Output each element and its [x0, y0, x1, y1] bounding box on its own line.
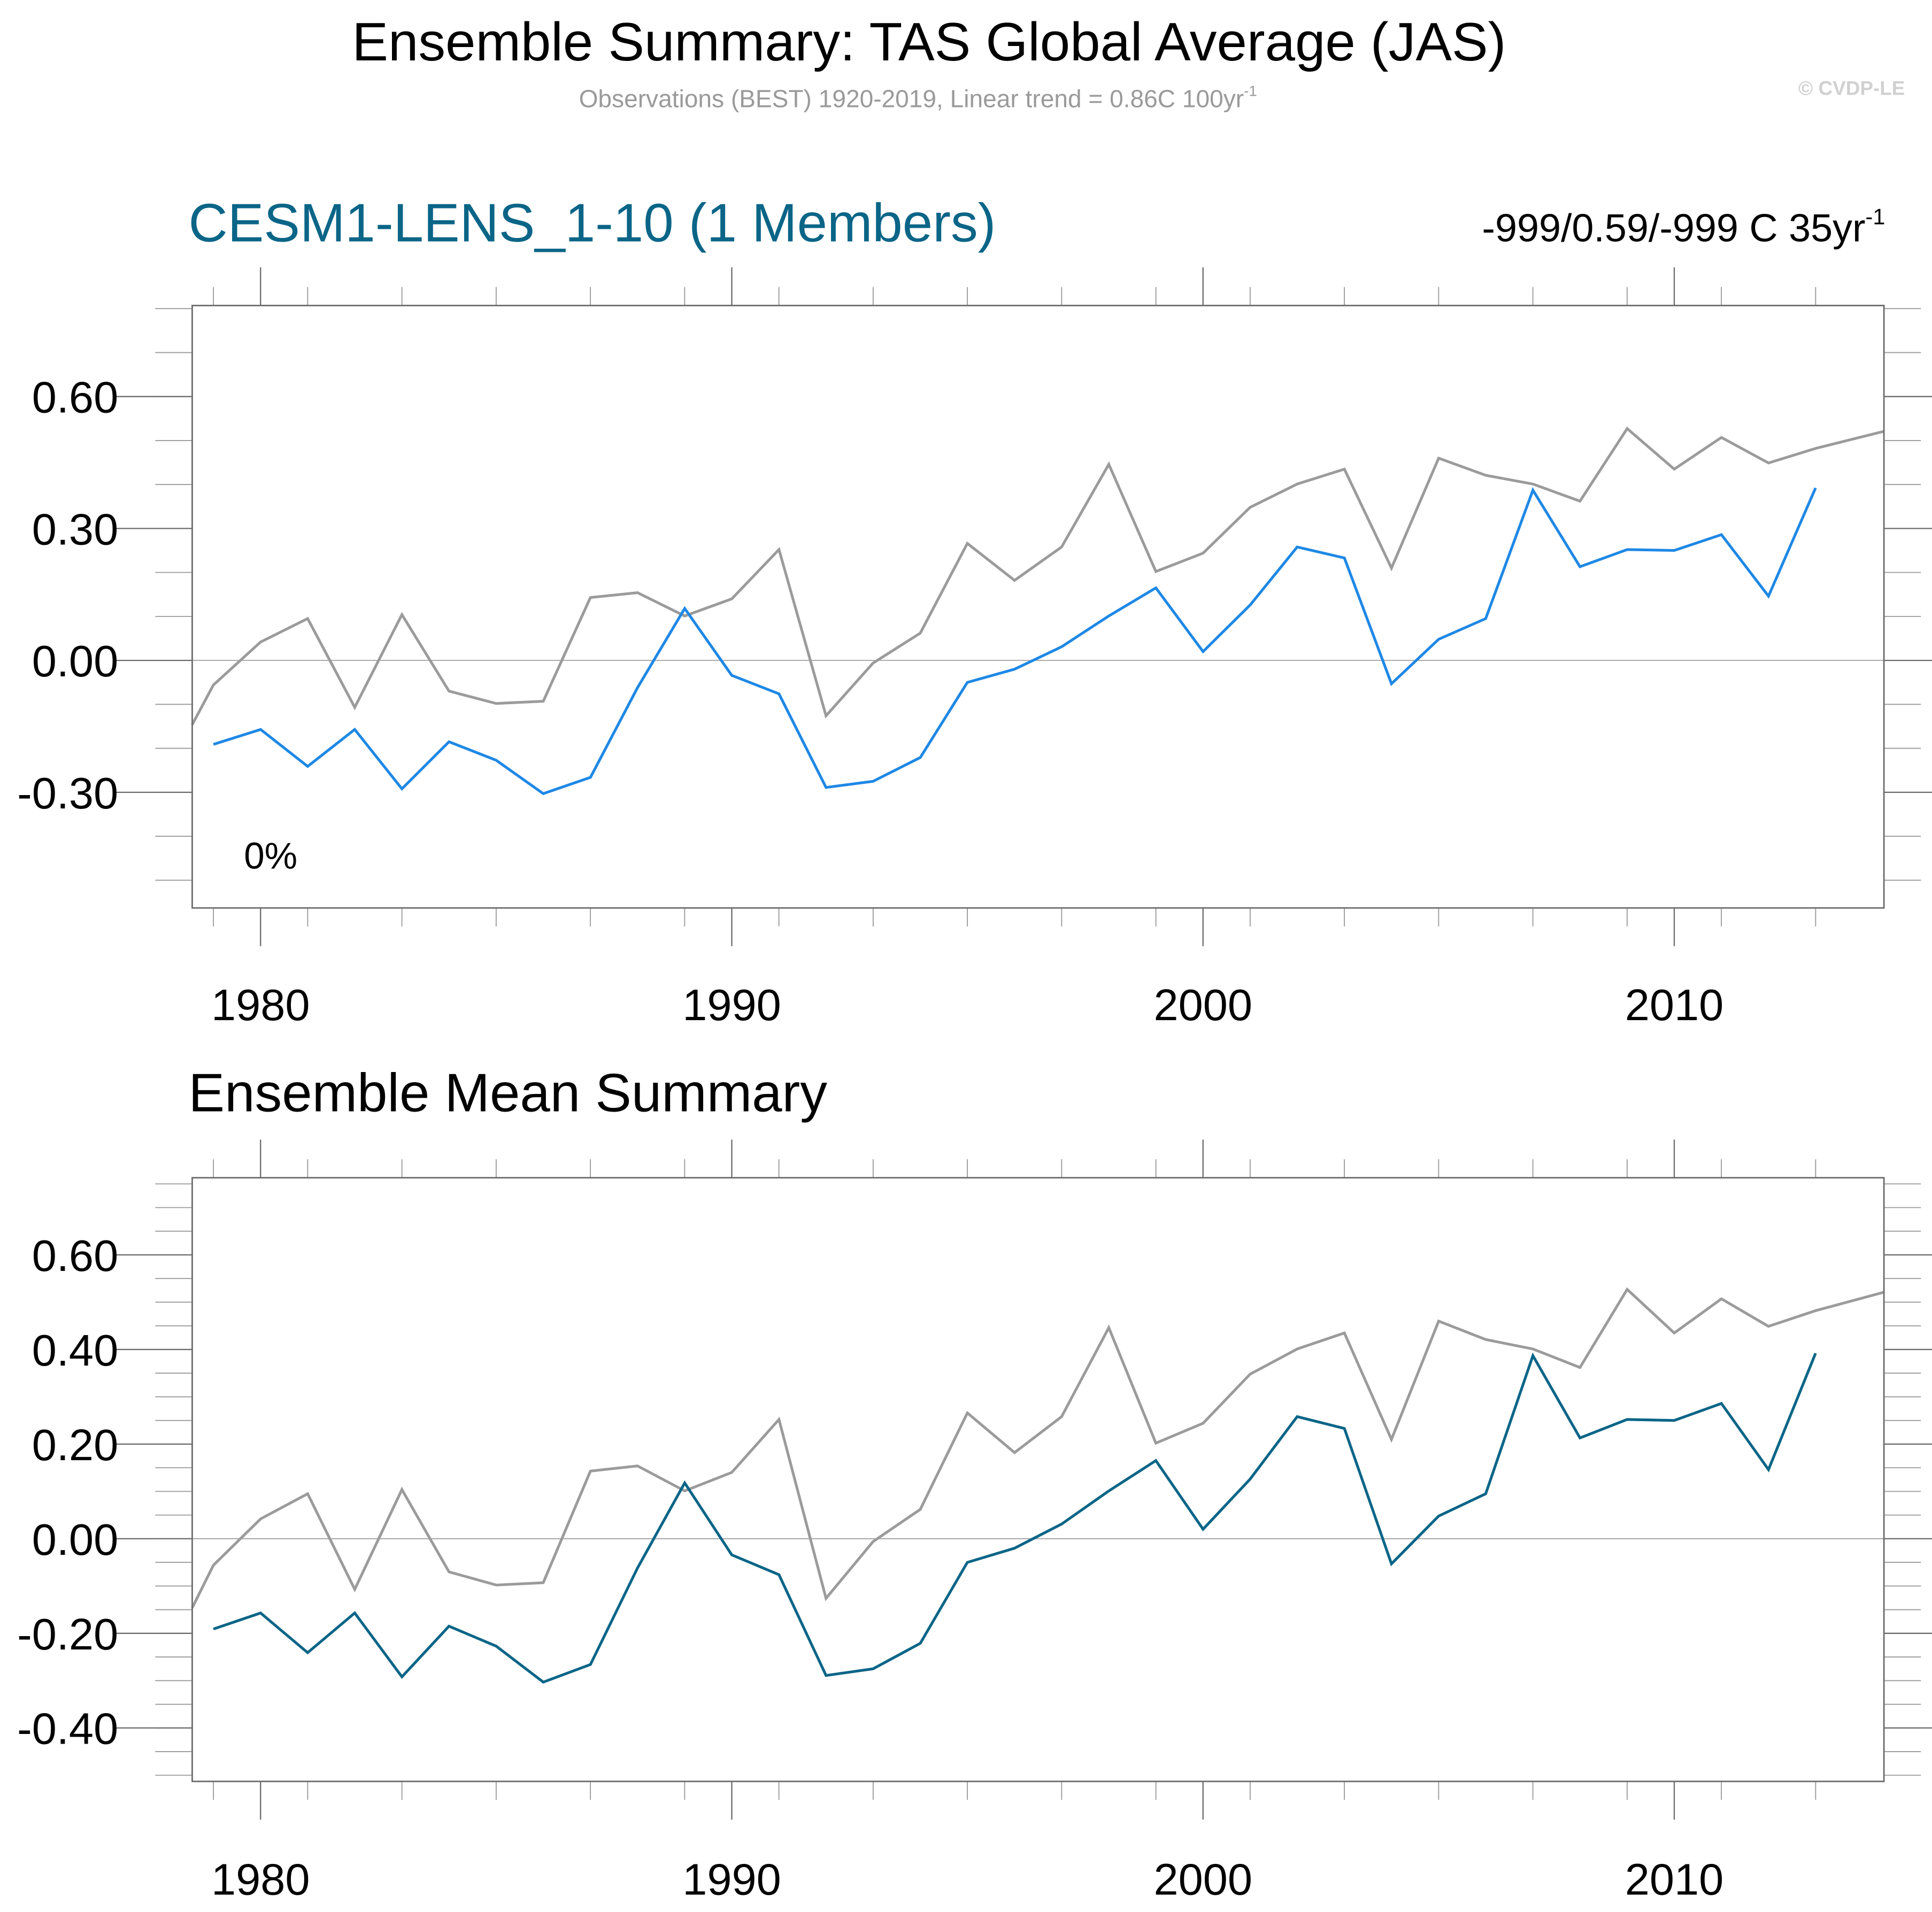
figure-subtitle-superscript: -1 [1244, 83, 1257, 99]
figure-title: Ensemble Summary: TAS Global Average (JA… [352, 12, 1506, 72]
series-line-member [213, 487, 1817, 796]
plot-frame [191, 1177, 1885, 1783]
panel-title: Ensemble Mean Summary [189, 1062, 828, 1123]
series-line-observations [191, 1287, 1884, 1609]
y-tick-label: 0.60 [32, 373, 118, 422]
y-tick-label: -0.40 [17, 1704, 118, 1754]
percentile-annotation: 0% [244, 835, 297, 876]
y-tick-label: 0.60 [32, 1231, 118, 1281]
figure-subtitle: Observations (BEST) 1920-2019, Linear tr… [579, 83, 1257, 113]
figure-subtitle-text: Observations (BEST) 1920-2019, Linear tr… [579, 84, 1244, 112]
y-tick-label: 0.40 [32, 1325, 118, 1375]
y-tick-label: 0.20 [32, 1420, 118, 1470]
x-tick-label: 1980 [211, 1855, 310, 1905]
x-tick-label: 2010 [1625, 980, 1724, 1030]
x-tick-label: 2000 [1153, 1855, 1252, 1905]
y-tick-label: 0.00 [32, 636, 118, 686]
x-tick-label: 1990 [682, 980, 781, 1030]
x-tick-label: 1990 [682, 1855, 781, 1905]
panel-title: CESM1-LENS_1-10 (1 Members) [189, 193, 996, 253]
trend-stat-superscript: -1 [1866, 204, 1885, 229]
y-tick-label: -0.30 [17, 768, 118, 818]
trend-stat-text: -999/0.59/-999 C 35yr [1482, 206, 1865, 250]
y-tick-label: 0.30 [32, 504, 118, 554]
plot-frame [191, 305, 1885, 909]
panel-member: CESM1-LENS_1-10 (1 Members) -999/0.59/-99… [17, 193, 1932, 1030]
x-tick-label: 2010 [1625, 1855, 1724, 1905]
series-line-ensemble-mean [213, 1352, 1817, 1684]
y-tick-label: 0.00 [32, 1515, 118, 1564]
y-tick-label: -0.20 [17, 1609, 118, 1659]
trend-stat-label: -999/0.59/-999 C 35yr-1 [1482, 204, 1885, 250]
copyright-label: © CVDP-LE [1798, 77, 1905, 99]
series-line-observations [191, 426, 1884, 726]
x-tick-label: 1980 [211, 980, 310, 1030]
panel-ensemble-mean: Ensemble Mean Summary 0.60 0.40 0.20 0.00 -0.… [17, 1062, 1932, 1905]
x-tick-label: 2000 [1153, 980, 1252, 1030]
